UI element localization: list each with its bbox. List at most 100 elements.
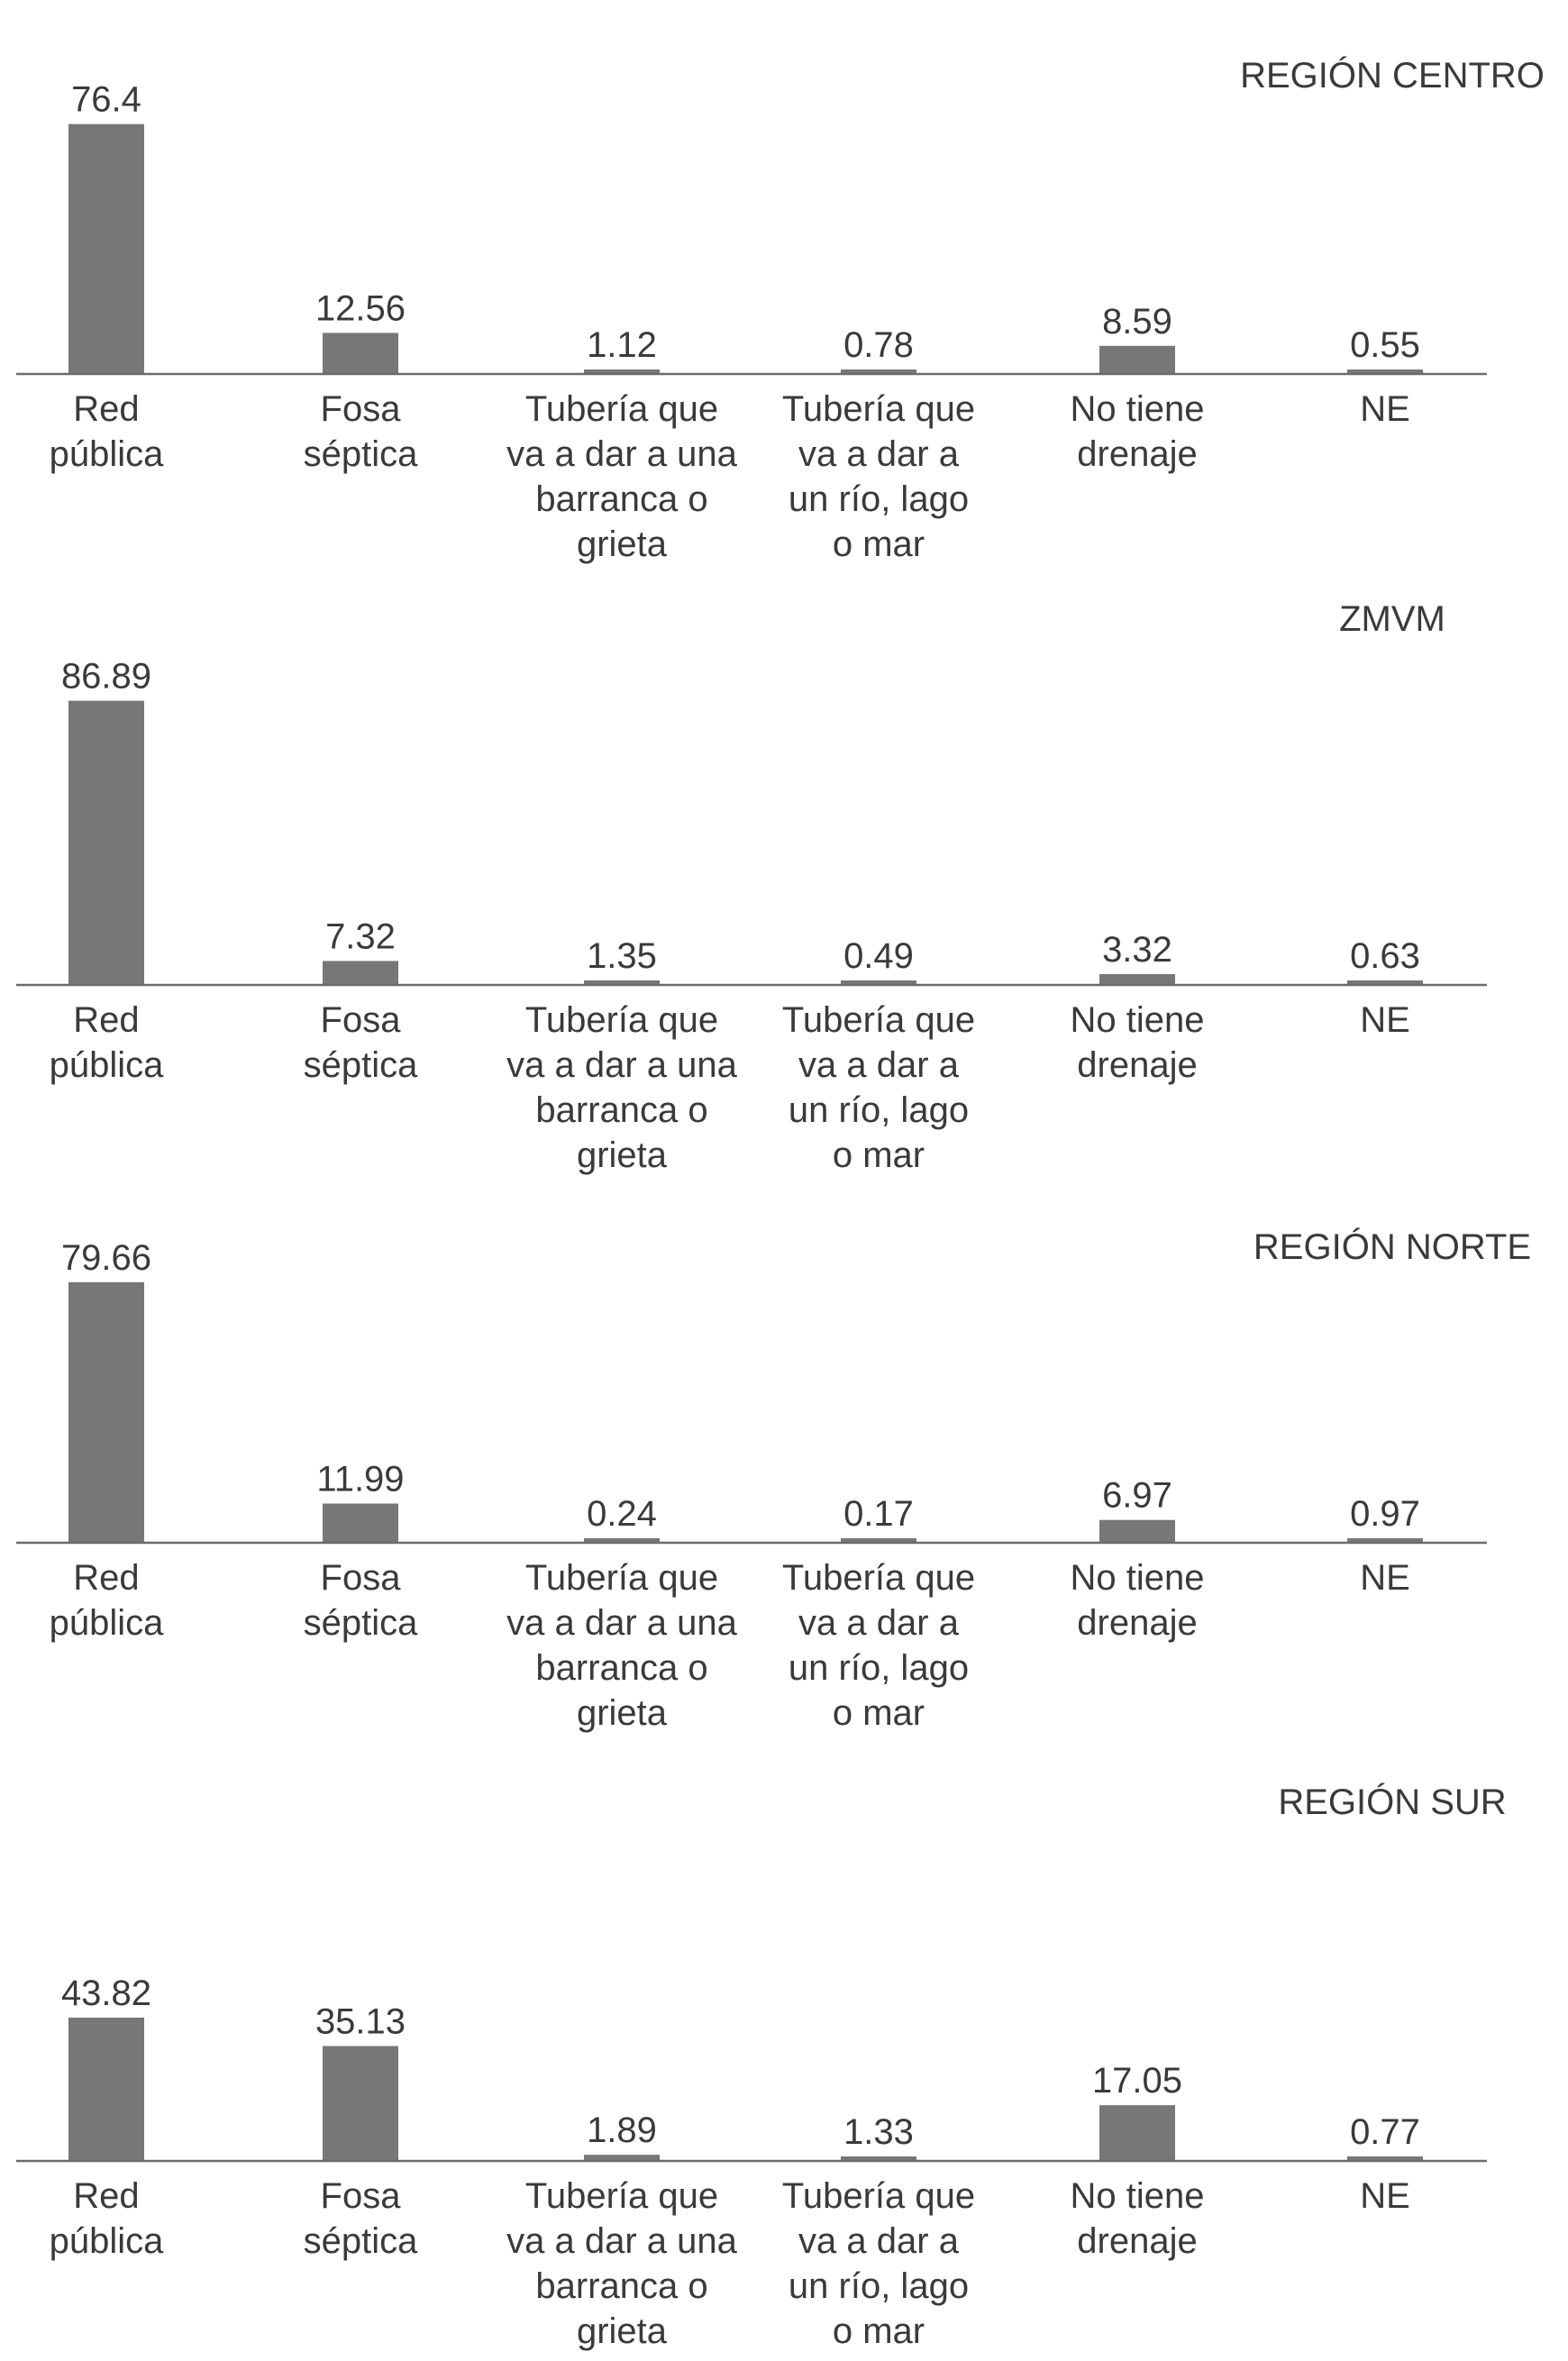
category-label: Red: [73, 389, 139, 429]
bar: [841, 2156, 916, 2161]
category-label: o mar: [833, 2311, 925, 2351]
category-label: un río, lago: [789, 2266, 969, 2306]
bar: [1099, 1519, 1175, 1543]
bar: [584, 369, 660, 374]
bar-value-label: 0.77: [1350, 2112, 1420, 2152]
category-label: pública: [50, 2221, 165, 2261]
category-label: o mar: [833, 1693, 925, 1733]
bar: [1099, 2105, 1175, 2161]
category-label: grieta: [577, 2311, 668, 2351]
bar-value-label: 43.82: [61, 1974, 151, 2013]
category-label: Red: [73, 1000, 139, 1040]
bar-value-label: 76.4: [71, 80, 141, 120]
bar-value-label: 1.35: [587, 936, 657, 976]
category-label: Tubería que: [782, 1000, 975, 1040]
bar: [1099, 973, 1175, 985]
bar: [68, 2017, 144, 2161]
category-label: va a dar a una: [506, 1603, 737, 1643]
bar-value-label: 0.97: [1350, 1494, 1420, 1534]
category-label: barranca o: [535, 2266, 707, 2306]
bar: [1099, 345, 1175, 374]
chart-title: REGIÓN NORTE: [1253, 1226, 1531, 1267]
category-label: drenaje: [1077, 1603, 1197, 1643]
category-label: No tiene: [1071, 2176, 1205, 2216]
bar: [1347, 369, 1423, 374]
category-label: Tubería que: [782, 1558, 975, 1598]
bar-value-label: 1.12: [587, 325, 657, 365]
bar: [68, 700, 144, 985]
bar: [68, 123, 144, 374]
category-label: Tubería que: [525, 1558, 718, 1598]
bar-value-label: 17.05: [1092, 2061, 1182, 2101]
category-label: Red: [73, 1558, 139, 1598]
category-label: o mar: [833, 1135, 925, 1175]
category-label: va a dar a una: [506, 2221, 737, 2261]
bar-value-label: 0.49: [843, 936, 914, 976]
category-label: séptica: [304, 434, 418, 474]
bar: [584, 980, 660, 985]
category-label: séptica: [304, 1045, 418, 1085]
category-label: No tiene: [1071, 1558, 1205, 1598]
bar-value-label: 11.99: [316, 1459, 404, 1499]
bar-value-label: 0.24: [587, 1494, 657, 1534]
category-label: Fosa: [321, 1000, 402, 1040]
category-label: barranca o: [535, 479, 707, 519]
chart-title: ZMVM: [1339, 599, 1445, 639]
category-label: Fosa: [321, 2176, 402, 2216]
bar-value-label: 3.32: [1102, 930, 1172, 970]
category-label: barranca o: [535, 1648, 707, 1688]
bar-value-label: 0.78: [843, 325, 914, 365]
bar-value-label: 1.33: [843, 2112, 914, 2152]
category-label: Tubería que: [782, 2176, 975, 2216]
category-label: séptica: [304, 1603, 418, 1643]
category-label: drenaje: [1077, 434, 1197, 474]
category-label: NE: [1360, 1558, 1410, 1598]
chart-title: REGIÓN CENTRO: [1240, 55, 1545, 96]
category-label: NE: [1360, 389, 1410, 429]
bar-value-label: 6.97: [1102, 1476, 1172, 1516]
bar: [841, 980, 916, 985]
category-label: Tubería que: [525, 2176, 718, 2216]
bar-value-label: 8.59: [1102, 302, 1172, 342]
bar-value-label: 0.17: [843, 1494, 914, 1534]
category-label: va a dar a: [798, 1603, 960, 1643]
bar: [323, 333, 398, 374]
bar-value-label: 1.89: [587, 2110, 657, 2150]
category-label: grieta: [577, 1135, 668, 1175]
bar: [1347, 1538, 1423, 1543]
bar: [68, 1281, 144, 1543]
category-label: un río, lago: [789, 1648, 969, 1688]
bar: [584, 2155, 660, 2161]
category-label: drenaje: [1077, 1045, 1197, 1085]
bar-value-label: 35.13: [315, 2001, 406, 2041]
category-label: NE: [1360, 2176, 1410, 2216]
category-label: va a dar a: [798, 2221, 960, 2261]
bar: [323, 961, 398, 985]
bar-value-label: 12.56: [315, 288, 406, 328]
category-label: pública: [50, 1603, 165, 1643]
category-label: Tubería que: [525, 389, 718, 429]
bar: [1347, 2156, 1423, 2161]
category-label: va a dar a: [798, 434, 960, 474]
category-label: o mar: [833, 524, 925, 564]
category-label: va a dar a: [798, 1045, 960, 1085]
category-label: Red: [73, 2176, 139, 2216]
category-label: NE: [1360, 1000, 1410, 1040]
category-label: No tiene: [1071, 1000, 1205, 1040]
bar: [323, 2046, 398, 2161]
category-label: Fosa: [321, 1558, 402, 1598]
category-label: va a dar a una: [506, 1045, 737, 1085]
category-label: pública: [50, 434, 165, 474]
category-label: Tubería que: [782, 389, 975, 429]
category-label: Tubería que: [525, 1000, 718, 1040]
bar-value-label: 0.63: [1350, 936, 1420, 976]
category-label: pública: [50, 1045, 165, 1085]
bar: [584, 1538, 660, 1543]
category-label: va a dar a una: [506, 434, 737, 474]
category-label: Fosa: [321, 389, 402, 429]
bar-value-label: 7.32: [325, 916, 396, 956]
category-label: drenaje: [1077, 2221, 1197, 2261]
chart-title: REGIÓN SUR: [1278, 1782, 1506, 1822]
